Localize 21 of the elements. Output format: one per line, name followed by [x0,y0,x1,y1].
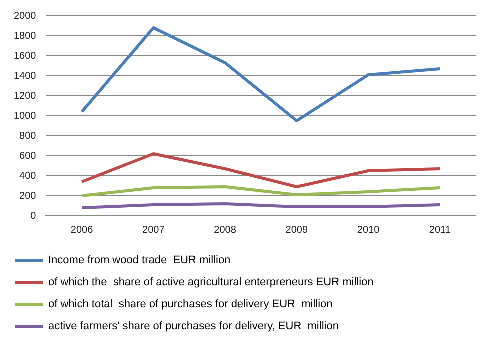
x-tick-label: 2010 [357,224,380,236]
x-tick-label: 2007 [142,224,166,236]
y-tick-label: 1400 [14,70,37,82]
y-tick-label: 200 [20,190,37,202]
x-tick-label: 2011 [429,224,452,236]
y-tick-label: 600 [20,150,37,162]
legend-label: active farmers' share of purchases for delivery, EUR million [48,320,339,333]
y-tick-label: 1000 [14,110,37,122]
y-tick-label: 1800 [14,30,37,42]
y-tick-label: 0 [30,210,37,222]
legend-label: of which the share of active agricultural enterpreneurs EUR million [48,276,374,289]
y-tick-label: 400 [20,170,37,182]
y-tick-label: 800 [20,130,37,142]
x-tick-label: 2008 [214,224,237,236]
x-tick-label: 2006 [70,224,94,236]
x-tick-label: 2009 [286,224,308,236]
legend-label: Income from wood trade EUR million [48,254,231,267]
y-tick-label: 1600 [14,50,37,62]
legend-label: of which total share of purchases for delivery EUR million [48,298,333,311]
y-tick-label: 2000 [14,10,37,22]
y-tick-label: 1200 [14,90,37,102]
